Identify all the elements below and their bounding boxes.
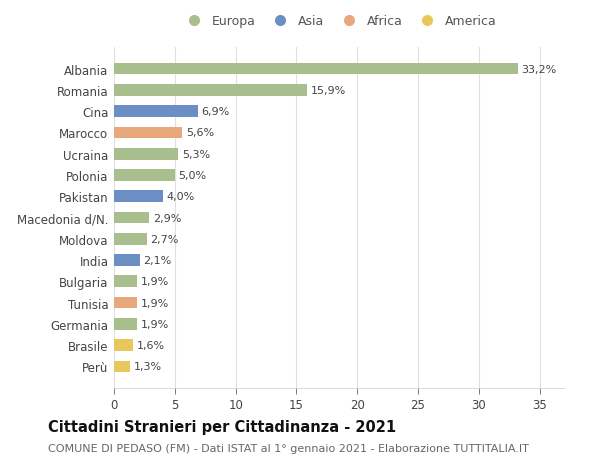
Text: 6,9%: 6,9% — [202, 107, 230, 117]
Text: 33,2%: 33,2% — [521, 64, 557, 74]
Text: 5,0%: 5,0% — [178, 171, 206, 180]
Text: 1,3%: 1,3% — [133, 362, 161, 372]
Bar — [114, 127, 182, 139]
Legend: Europa, Asia, Africa, America: Europa, Asia, Africa, America — [176, 10, 502, 33]
Bar — [114, 318, 137, 330]
Text: 5,6%: 5,6% — [186, 128, 214, 138]
Text: COMUNE DI PEDASO (FM) - Dati ISTAT al 1° gennaio 2021 - Elaborazione TUTTITALIA.: COMUNE DI PEDASO (FM) - Dati ISTAT al 1°… — [48, 443, 529, 453]
Text: 1,9%: 1,9% — [141, 277, 169, 287]
Bar — [114, 276, 137, 287]
Text: 2,7%: 2,7% — [151, 234, 179, 244]
Bar — [114, 255, 140, 266]
Text: 2,1%: 2,1% — [143, 256, 172, 265]
Text: Cittadini Stranieri per Cittadinanza - 2021: Cittadini Stranieri per Cittadinanza - 2… — [48, 419, 396, 434]
Text: 15,9%: 15,9% — [311, 86, 346, 95]
Bar — [114, 85, 307, 96]
Bar — [114, 170, 175, 181]
Bar — [114, 297, 137, 309]
Bar — [114, 191, 163, 202]
Text: 1,9%: 1,9% — [141, 298, 169, 308]
Bar — [114, 361, 130, 372]
Bar — [114, 64, 518, 75]
Bar — [114, 234, 147, 245]
Bar — [114, 149, 178, 160]
Text: 5,3%: 5,3% — [182, 149, 210, 159]
Text: 2,9%: 2,9% — [153, 213, 181, 223]
Text: 1,9%: 1,9% — [141, 319, 169, 329]
Text: 1,6%: 1,6% — [137, 341, 165, 350]
Bar — [114, 212, 149, 224]
Bar — [114, 340, 133, 351]
Text: 4,0%: 4,0% — [166, 192, 194, 202]
Bar — [114, 106, 198, 118]
